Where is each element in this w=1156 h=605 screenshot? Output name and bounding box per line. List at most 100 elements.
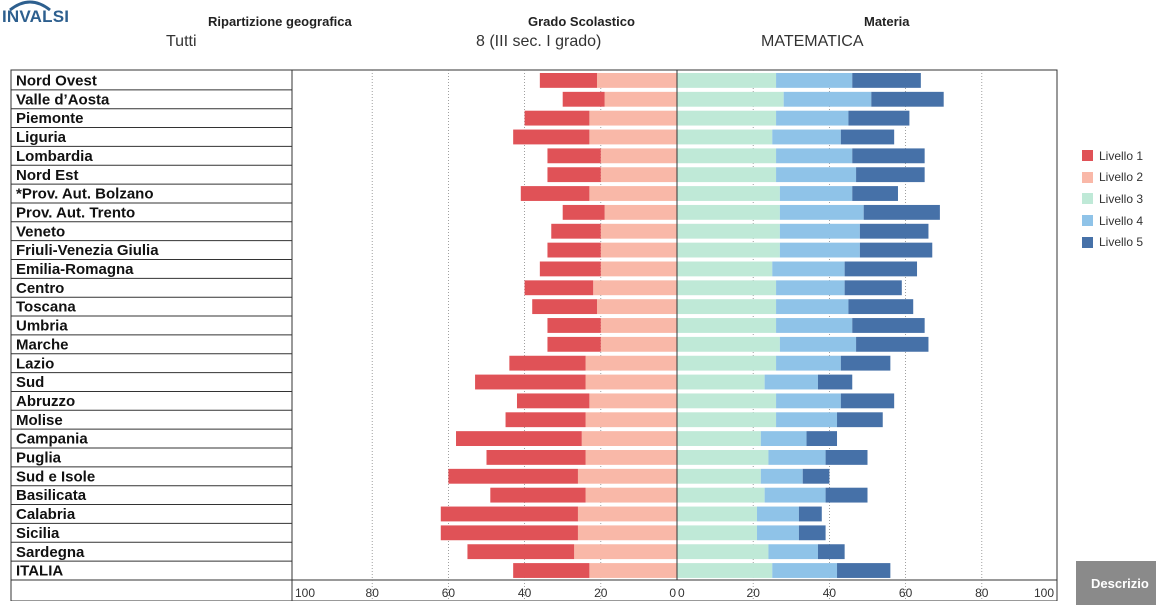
x-tick-label: 100	[295, 586, 315, 600]
bar-livello1-friuli-venezia-giulia	[547, 242, 601, 258]
x-tick-label: 60	[442, 586, 456, 600]
bar-livello1-lombardia	[547, 148, 601, 164]
filter-grado-value[interactable]: 8 (III sec. I grado)	[476, 33, 602, 50]
category-label-prov-aut-trento: Prov. Aut. Trento	[16, 204, 135, 221]
description-button[interactable]: Descrizio	[1076, 561, 1156, 605]
bar-livello1-sud-e-isole	[448, 468, 578, 484]
legend-swatch-livello5	[1082, 236, 1093, 248]
bar-livello3-lazio	[677, 355, 777, 371]
legend: Livello 1 Livello 2 Livello 3 Livello 4 …	[1082, 145, 1143, 253]
category-label-abruzzo: Abruzzo	[16, 393, 75, 410]
bar-livello5-lombardia	[852, 148, 925, 164]
bar-livello3-friuli-venezia-giulia	[677, 242, 780, 258]
bar-livello4-sud	[764, 374, 818, 390]
category-label-puglia: Puglia	[16, 450, 62, 467]
bar-livello4-sicilia	[757, 525, 799, 541]
bar-livello5-sardegna	[817, 544, 845, 560]
bar-livello1-piemonte	[524, 110, 590, 126]
bar-livello2-nord-est	[600, 167, 677, 183]
category-label-nord-ovest: Nord Ovest	[16, 73, 97, 90]
bar-livello5-liguria	[840, 129, 895, 145]
bar-livello2-sardegna	[574, 544, 677, 560]
x-tick-label: 100	[1034, 586, 1054, 600]
filter-materia-value[interactable]: MATEMATICA	[761, 33, 864, 50]
bar-livello2-sud	[585, 374, 677, 390]
bar-livello5-prov-aut-bolzano	[852, 186, 898, 201]
bar-livello4-calabria	[757, 506, 799, 522]
category-label-sardegna: Sardegna	[16, 544, 85, 561]
category-label-molise: Molise	[16, 412, 63, 429]
bar-livello2-umbria	[600, 318, 677, 333]
bar-livello4-sud-e-isole	[760, 468, 803, 484]
legend-item-livello5[interactable]: Livello 5	[1082, 231, 1143, 253]
bar-livello2-piemonte	[589, 110, 677, 126]
filter-materia[interactable]: Materia MATEMATICA	[761, 14, 910, 51]
filter-grado-label: Grado Scolastico	[528, 14, 635, 29]
legend-label-livello5: Livello 5	[1099, 235, 1144, 250]
bar-livello5-campania	[806, 431, 838, 446]
filter-geografica-label: Ripartizione geografica	[208, 14, 352, 29]
bar-livello2-lombardia	[600, 148, 677, 164]
category-label-friuli-venezia-giulia: Friuli-Venezia Giulia	[16, 242, 159, 259]
x-tick-label: 0	[678, 586, 685, 600]
bar-livello5-italia	[837, 563, 891, 578]
category-label-italia: ITALIA	[16, 563, 63, 580]
category-label-sicilia: Sicilia	[16, 525, 60, 542]
bar-livello3-campania	[677, 431, 761, 446]
bar-livello1-emilia-romagna	[539, 261, 601, 277]
bar-livello4-marche	[779, 336, 857, 352]
bar-livello1-campania	[456, 431, 582, 446]
bar-livello5-toscana	[848, 299, 914, 315]
legend-swatch-livello4	[1082, 215, 1093, 227]
filter-grado[interactable]: Grado Scolastico 8 (III sec. I grado)	[476, 14, 635, 51]
bar-livello3-molise	[677, 412, 777, 428]
bar-livello2-centro	[593, 280, 677, 296]
bar-livello3-nord-est	[677, 167, 777, 183]
bar-livello4-prov-aut-bolzano	[779, 186, 853, 201]
bar-livello3-centro	[677, 280, 777, 296]
bar-livello2-puglia	[585, 450, 677, 465]
legend-label-livello4: Livello 4	[1099, 213, 1144, 228]
bar-livello1-centro	[524, 280, 594, 296]
bar-livello4-molise	[776, 412, 838, 428]
legend-item-livello1[interactable]: Livello 1	[1082, 145, 1143, 167]
bar-livello5-centro	[844, 280, 902, 296]
category-label-piemonte: Piemonte	[16, 110, 84, 127]
filter-geografica[interactable]: Ripartizione geografica Tutti	[166, 14, 352, 51]
legend-item-livello4[interactable]: Livello 4	[1082, 210, 1143, 232]
bar-livello5-valle-d-aosta	[871, 91, 944, 107]
bar-livello3-sardegna	[677, 544, 769, 560]
legend-label-livello2: Livello 2	[1099, 170, 1144, 185]
bar-livello1-nord-ovest	[539, 73, 597, 88]
x-tick-label: 60	[899, 586, 913, 600]
legend-item-livello3[interactable]: Livello 3	[1082, 188, 1143, 210]
category-label-lombardia: Lombardia	[16, 148, 93, 165]
bar-livello2-friuli-venezia-giulia	[600, 242, 677, 258]
bar-livello3-valle-d-aosta	[677, 91, 784, 107]
x-tick-label: 80	[366, 586, 380, 600]
bar-livello1-prov-aut-trento	[562, 204, 605, 220]
bar-livello2-prov-aut-trento	[604, 204, 677, 220]
bar-livello1-prov-aut-bolzano	[520, 186, 590, 201]
bar-livello4-nord-est	[776, 167, 857, 183]
bar-livello2-italia	[589, 563, 677, 578]
bar-livello1-sardegna	[467, 544, 575, 560]
x-tick-label: 0	[669, 586, 676, 600]
chart-frame	[10, 69, 1058, 601]
legend-item-livello2[interactable]: Livello 2	[1082, 167, 1143, 189]
category-label-sud: Sud	[16, 374, 44, 391]
bar-livello3-emilia-romagna	[677, 261, 773, 277]
bar-livello2-calabria	[577, 506, 677, 522]
bar-livello2-sud-e-isole	[577, 468, 677, 484]
bar-livello4-emilia-romagna	[772, 261, 845, 277]
bar-livello4-liguria	[772, 129, 841, 145]
bar-livello2-sicilia	[577, 525, 677, 541]
bar-livello3-sud	[677, 374, 765, 390]
filter-materia-label: Materia	[864, 14, 910, 29]
category-label-valle-d-aosta: Valle d’Aosta	[16, 91, 110, 108]
category-label-umbria: Umbria	[16, 318, 68, 335]
bar-livello2-campania	[581, 431, 677, 446]
filter-geografica-value[interactable]: Tutti	[166, 33, 197, 50]
logo-arc-icon	[9, 0, 51, 12]
x-tick-label: 20	[594, 586, 608, 600]
